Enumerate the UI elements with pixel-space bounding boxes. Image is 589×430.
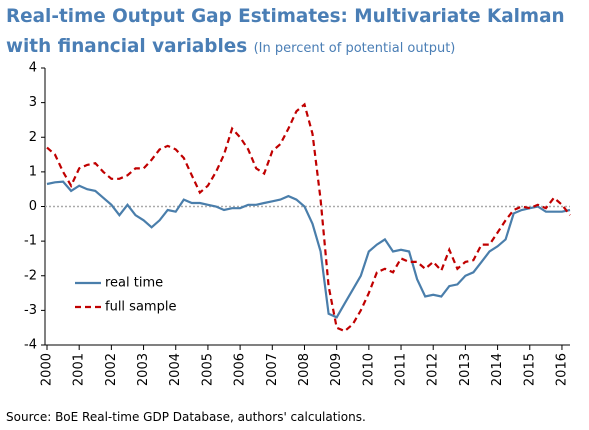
x-tick-label: 2008 (297, 353, 312, 386)
x-tick-label: 2014 (490, 353, 505, 386)
x-tick-label: 2006 (233, 353, 248, 386)
chart: -4 -3 -2 -1 0 1 2 3 4 2000 2001 2002 2003 2004 2005 200… (24, 61, 571, 386)
x-tick-label: 2005 (200, 353, 215, 386)
y-tick-label: 2 (29, 130, 37, 145)
y-tick-label: 0 (29, 199, 37, 214)
y-tick-label: 4 (29, 61, 37, 76)
x-tick-label: 2009 (329, 353, 344, 386)
x-tick-label: 2013 (458, 353, 473, 386)
y-tick-label: -1 (24, 234, 37, 249)
chart-subtitle: (In percent of potential output) (253, 41, 456, 56)
legend-label: full sample (105, 300, 176, 315)
x-tick-label: 2002 (104, 353, 119, 386)
x-tick-label: 2003 (136, 353, 151, 386)
x-tick-label: 2001 (72, 353, 87, 386)
series-line (46, 180, 571, 319)
x-tick-label: 2004 (168, 353, 183, 386)
x-tick-label: 2012 (426, 353, 441, 386)
y-tick-label: 3 (29, 95, 37, 110)
y-tick-label: 1 (29, 164, 37, 179)
x-tick-label: 2016 (554, 353, 569, 386)
legend-label: real time (105, 276, 163, 291)
x-tick-label: 2015 (522, 353, 537, 386)
y-tick-label: -4 (24, 338, 37, 353)
x-tick-label: 2000 (40, 353, 55, 386)
x-tick-label: 2007 (265, 353, 280, 386)
y-tick-label: -3 (24, 303, 37, 318)
x-tick-label: 2010 (361, 353, 376, 386)
header: Real-time Output Gap Estimates: Multivar… (6, 2, 589, 64)
source-note: Source: BoE Real-time GDP Database, auth… (6, 410, 366, 424)
x-tick-label: 2011 (394, 353, 409, 386)
y-tick-label: -2 (24, 268, 37, 283)
series-line (46, 102, 571, 333)
chart-title: Real-time Output Gap Estimates: Multivar… (6, 6, 565, 57)
